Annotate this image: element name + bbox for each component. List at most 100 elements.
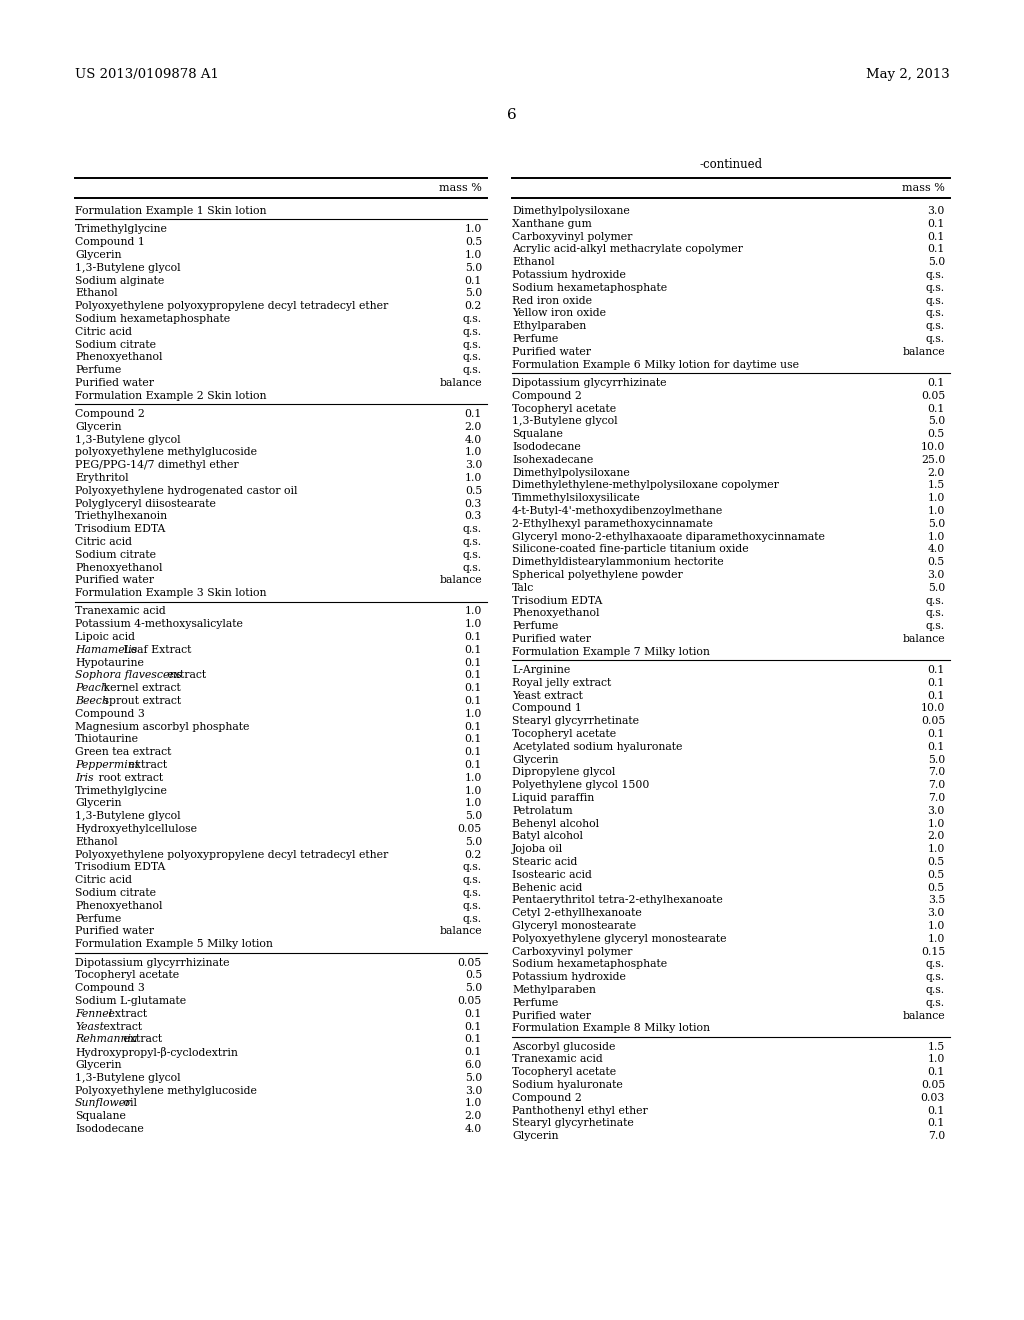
Text: q.s.: q.s. <box>926 334 945 345</box>
Text: 1.0: 1.0 <box>465 1098 482 1109</box>
Text: 0.5: 0.5 <box>928 557 945 568</box>
Text: 1.5: 1.5 <box>928 480 945 490</box>
Text: 1,3-Butylene glycol: 1,3-Butylene glycol <box>75 263 180 273</box>
Text: Dimethylethylene-methylpolysiloxane copolymer: Dimethylethylene-methylpolysiloxane copo… <box>512 480 779 490</box>
Text: Potassium hydroxide: Potassium hydroxide <box>512 271 626 280</box>
Text: 0.1: 0.1 <box>465 1047 482 1057</box>
Text: Hydroxyethylcellulose: Hydroxyethylcellulose <box>75 824 197 834</box>
Text: Iris: Iris <box>75 774 93 783</box>
Text: q.s.: q.s. <box>463 327 482 337</box>
Text: extract: extract <box>164 671 207 681</box>
Text: 3.0: 3.0 <box>928 570 945 579</box>
Text: q.s.: q.s. <box>463 562 482 573</box>
Text: Sodium hexametaphosphate: Sodium hexametaphosphate <box>512 282 667 293</box>
Text: Squalane: Squalane <box>512 429 563 440</box>
Text: Perfume: Perfume <box>512 622 558 631</box>
Text: 0.1: 0.1 <box>465 276 482 285</box>
Text: extract: extract <box>99 1022 142 1032</box>
Text: 0.1: 0.1 <box>465 684 482 693</box>
Text: extract: extract <box>125 760 167 770</box>
Text: Lipoic acid: Lipoic acid <box>75 632 135 642</box>
Text: Potassium 4-methoxysalicylate: Potassium 4-methoxysalicylate <box>75 619 243 630</box>
Text: 1.0: 1.0 <box>928 494 945 503</box>
Text: Purified water: Purified water <box>75 576 154 585</box>
Text: q.s.: q.s. <box>926 998 945 1007</box>
Text: 1.0: 1.0 <box>928 818 945 829</box>
Text: 10.0: 10.0 <box>921 442 945 451</box>
Text: 0.5: 0.5 <box>928 857 945 867</box>
Text: 3.0: 3.0 <box>465 1085 482 1096</box>
Text: Glyceryl monostearate: Glyceryl monostearate <box>512 921 636 931</box>
Text: Acrylic acid-alkyl methacrylate copolymer: Acrylic acid-alkyl methacrylate copolyme… <box>512 244 742 255</box>
Text: Sodium citrate: Sodium citrate <box>75 339 156 350</box>
Text: 0.1: 0.1 <box>928 665 945 675</box>
Text: Ethanol: Ethanol <box>512 257 555 267</box>
Text: Cetyl 2-ethyllhexanoate: Cetyl 2-ethyllhexanoate <box>512 908 642 919</box>
Text: q.s.: q.s. <box>926 595 945 606</box>
Text: Tranexamic acid: Tranexamic acid <box>75 606 166 616</box>
Text: 0.1: 0.1 <box>928 404 945 413</box>
Text: 0.1: 0.1 <box>928 378 945 388</box>
Text: 2.0: 2.0 <box>928 467 945 478</box>
Text: 0.1: 0.1 <box>928 690 945 701</box>
Text: 25.0: 25.0 <box>921 454 945 465</box>
Text: Yeast: Yeast <box>75 1022 104 1032</box>
Text: Pentaerythritol tetra-2-ethylhexanoate: Pentaerythritol tetra-2-ethylhexanoate <box>512 895 723 906</box>
Text: Dimethylpolysiloxane: Dimethylpolysiloxane <box>512 206 630 216</box>
Text: 0.3: 0.3 <box>465 511 482 521</box>
Text: q.s.: q.s. <box>463 888 482 898</box>
Text: q.s.: q.s. <box>463 366 482 375</box>
Text: Silicone-coated fine-particle titanium oxide: Silicone-coated fine-particle titanium o… <box>512 544 749 554</box>
Text: Sodium citrate: Sodium citrate <box>75 550 156 560</box>
Text: 0.1: 0.1 <box>465 1035 482 1044</box>
Text: Trisodium EDTA: Trisodium EDTA <box>75 524 165 535</box>
Text: Polyethylene glycol 1500: Polyethylene glycol 1500 <box>512 780 649 791</box>
Text: Trisodium EDTA: Trisodium EDTA <box>512 595 602 606</box>
Text: 0.1: 0.1 <box>928 1068 945 1077</box>
Text: 0.03: 0.03 <box>921 1093 945 1104</box>
Text: Glycerin: Glycerin <box>512 1131 558 1142</box>
Text: Glycerin: Glycerin <box>75 249 122 260</box>
Text: 2-Ethylhexyl paramethoxycinnamate: 2-Ethylhexyl paramethoxycinnamate <box>512 519 713 529</box>
Text: 1.0: 1.0 <box>465 774 482 783</box>
Text: Spherical polyethylene powder: Spherical polyethylene powder <box>512 570 683 579</box>
Text: q.s.: q.s. <box>463 875 482 886</box>
Text: q.s.: q.s. <box>463 550 482 560</box>
Text: 1.0: 1.0 <box>465 224 482 235</box>
Text: 0.05: 0.05 <box>458 997 482 1006</box>
Text: balance: balance <box>439 378 482 388</box>
Text: q.s.: q.s. <box>926 622 945 631</box>
Text: 1.5: 1.5 <box>928 1041 945 1052</box>
Text: root extract: root extract <box>95 774 163 783</box>
Text: Formulation Example 1 Skin lotion: Formulation Example 1 Skin lotion <box>75 206 266 216</box>
Text: 3.0: 3.0 <box>928 805 945 816</box>
Text: Stearyl glycyrhetinate: Stearyl glycyrhetinate <box>512 1118 634 1129</box>
Text: Stearic acid: Stearic acid <box>512 857 578 867</box>
Text: 3.0: 3.0 <box>465 461 482 470</box>
Text: 0.5: 0.5 <box>465 238 482 247</box>
Text: Tocopheryl acetate: Tocopheryl acetate <box>75 970 179 981</box>
Text: Polyglyceryl diisostearate: Polyglyceryl diisostearate <box>75 499 216 508</box>
Text: balance: balance <box>902 634 945 644</box>
Text: Hamamelis: Hamamelis <box>75 645 137 655</box>
Text: 1,3-Butylene glycol: 1,3-Butylene glycol <box>512 416 617 426</box>
Text: PEG/PPG-14/7 dimethyl ether: PEG/PPG-14/7 dimethyl ether <box>75 461 239 470</box>
Text: Purified water: Purified water <box>512 1011 591 1020</box>
Text: Red iron oxide: Red iron oxide <box>512 296 592 306</box>
Text: 1.0: 1.0 <box>465 785 482 796</box>
Text: Tranexamic acid: Tranexamic acid <box>512 1055 603 1064</box>
Text: Formulation Example 7 Milky lotion: Formulation Example 7 Milky lotion <box>512 647 710 656</box>
Text: Sophora flavescens: Sophora flavescens <box>75 671 182 681</box>
Text: Talc: Talc <box>512 582 535 593</box>
Text: Compound 2: Compound 2 <box>75 409 144 418</box>
Text: Ethylparaben: Ethylparaben <box>512 321 587 331</box>
Text: 0.15: 0.15 <box>921 946 945 957</box>
Text: 3.5: 3.5 <box>928 895 945 906</box>
Text: Royal jelly extract: Royal jelly extract <box>512 677 611 688</box>
Text: 2.0: 2.0 <box>465 1111 482 1121</box>
Text: Rehmannia: Rehmannia <box>75 1035 137 1044</box>
Text: Dimethyldistearylammonium hectorite: Dimethyldistearylammonium hectorite <box>512 557 724 568</box>
Text: Glycerin: Glycerin <box>75 422 122 432</box>
Text: 1.0: 1.0 <box>928 506 945 516</box>
Text: Isododecane: Isododecane <box>75 1125 143 1134</box>
